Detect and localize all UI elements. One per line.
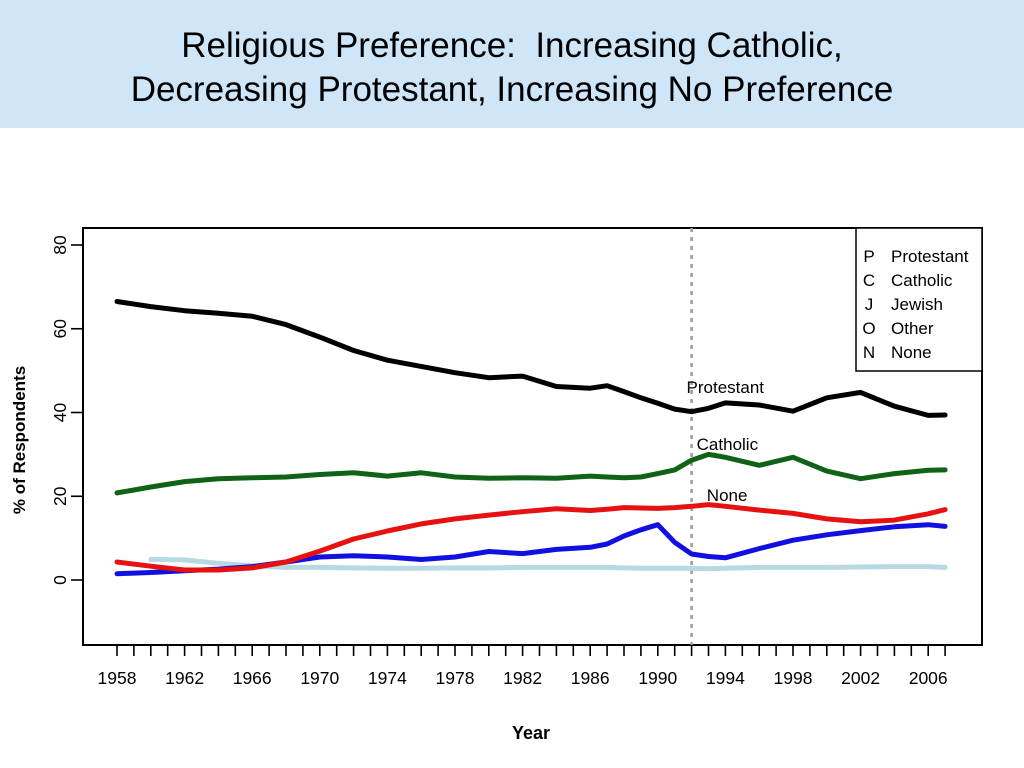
- legend-label-other: Other: [891, 319, 934, 338]
- series-line-catholic: [114, 451, 948, 496]
- x-axis-title: Year: [512, 723, 550, 743]
- annotation-protestant: Protestant: [687, 378, 765, 397]
- title-band: Religious Preference: Increasing Catholi…: [0, 0, 1024, 128]
- slide-title-line-1: Religious Preference: Increasing Catholi…: [181, 26, 843, 65]
- x-tick-label: 1986: [571, 668, 610, 688]
- x-tick-label: 1978: [436, 668, 475, 688]
- legend-label-jewish: Jewish: [891, 295, 943, 314]
- legend-label-catholic: Catholic: [891, 271, 953, 290]
- series-line-jewish: [148, 557, 948, 572]
- x-tick-label: 1994: [706, 668, 745, 688]
- x-tick-label: 1970: [300, 668, 339, 688]
- x-tick-label: 1962: [165, 668, 204, 688]
- y-tick-label: 0: [50, 575, 70, 585]
- legend-box: [855, 227, 983, 372]
- series-line-none: [114, 502, 948, 573]
- legend-key-protestant: P: [863, 247, 874, 266]
- y-tick-label: 40: [50, 403, 70, 423]
- x-tick-label: 1990: [638, 668, 677, 688]
- y-axis-title: % of Respondents: [10, 366, 29, 514]
- plot-border: [82, 227, 983, 646]
- x-tick-label: 2006: [909, 668, 948, 688]
- y-tick-label: 20: [50, 486, 70, 506]
- legend-label-none: None: [891, 343, 932, 362]
- x-tick-label: 2002: [841, 668, 880, 688]
- y-tick-label: 80: [50, 235, 70, 255]
- series-line-protestant: [114, 299, 948, 418]
- x-tick-label: 1982: [503, 668, 542, 688]
- legend-key-none: N: [863, 343, 875, 362]
- x-tick-label: 1966: [233, 668, 272, 688]
- x-tick-label: 1958: [98, 668, 137, 688]
- annotation-none: None: [707, 486, 748, 505]
- slide-title-line-2: Decreasing Protestant, Increasing No Pre…: [130, 70, 894, 109]
- x-tick-label: 1974: [368, 668, 407, 688]
- annotation-catholic: Catholic: [697, 435, 759, 454]
- legend-key-catholic: C: [863, 271, 875, 290]
- legend-key-jewish: J: [865, 295, 874, 314]
- y-tick-label: 60: [50, 319, 70, 339]
- legend-label-protestant: Protestant: [891, 247, 969, 266]
- legend-key-other: O: [862, 319, 875, 338]
- x-tick-label: 1998: [774, 668, 813, 688]
